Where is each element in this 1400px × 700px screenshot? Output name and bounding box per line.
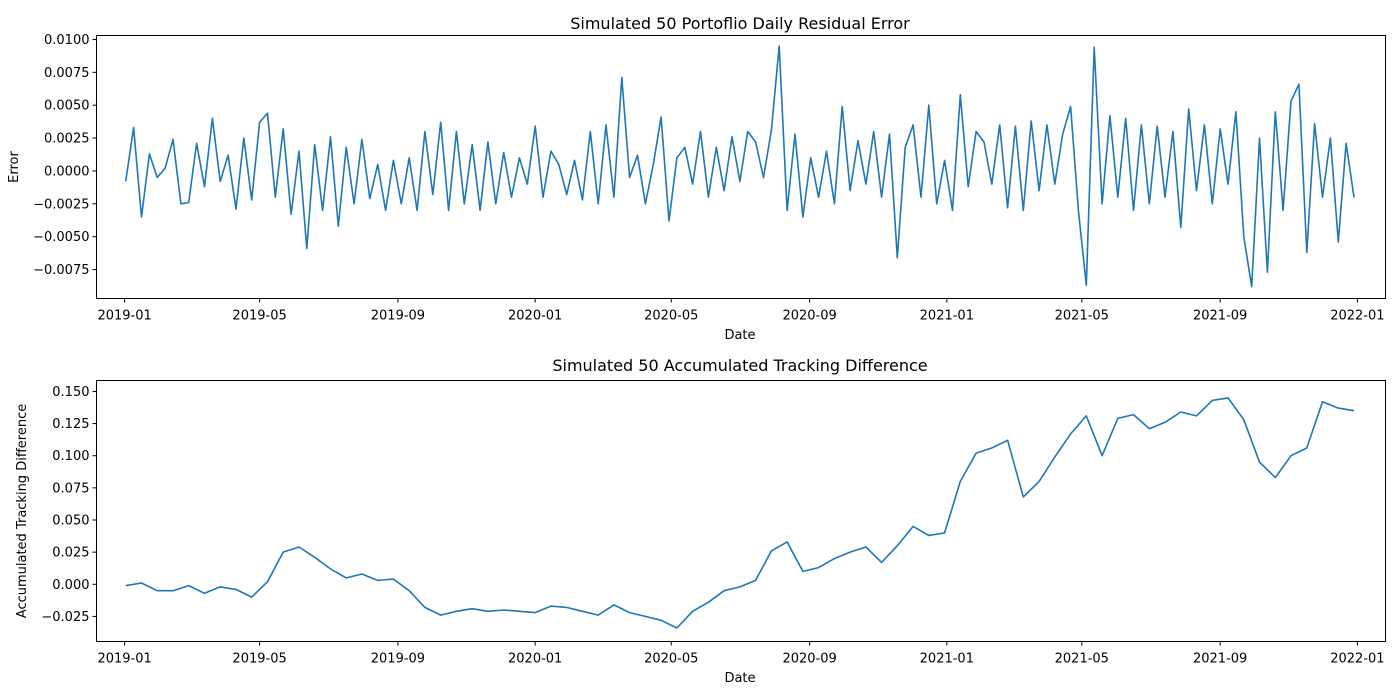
x-axis-label: Date xyxy=(724,671,755,686)
x-tick-label: 2021-09 xyxy=(1193,309,1247,324)
y-tick-label: 0.0025 xyxy=(44,132,90,147)
y-tick-label: −0.0075 xyxy=(33,263,89,278)
y-tick-label: 0.0075 xyxy=(44,66,90,81)
chart-title: Simulated 50 Portoflio Daily Residual Er… xyxy=(570,14,910,33)
x-tick-label: 2019-09 xyxy=(371,652,425,667)
axes-frame xyxy=(96,380,1386,642)
y-tick-label: 0.125 xyxy=(52,417,89,432)
y-tick-label: 0.050 xyxy=(52,514,89,529)
y-tick-label: 0.150 xyxy=(52,385,89,400)
x-tick-label: 2022-01 xyxy=(1330,309,1384,324)
y-tick-label: 0.075 xyxy=(52,481,89,496)
y-tick-label: 0.100 xyxy=(52,449,89,464)
x-tick-label: 2020-09 xyxy=(782,309,836,324)
x-tick-label: 2021-09 xyxy=(1193,652,1247,667)
x-tick-label: 2021-01 xyxy=(920,309,974,324)
x-tick-label: 2021-01 xyxy=(920,652,974,667)
y-axis-label: Accumulated Tracking Difference xyxy=(15,404,30,618)
y-axis-ticks: 0.150 0.125 0.100 0.075 0.050 0.025 0.000 −0.02… xyxy=(41,385,97,625)
x-tick-label: 2019-05 xyxy=(232,309,286,324)
y-tick-label: −0.025 xyxy=(41,610,89,625)
x-tick-label: 2021-05 xyxy=(1055,309,1109,324)
x-tick-label: 2019-01 xyxy=(97,309,151,324)
chart-residual-error: Simulated 50 Portoflio Daily Residual Er… xyxy=(7,14,1386,343)
y-tick-label: 0.025 xyxy=(52,546,89,561)
x-axis-ticks: 2019-01 2019-05 2019-09 2020-01 2020-05 2020-… xyxy=(97,641,1385,667)
x-tick-label: 2020-01 xyxy=(508,652,562,667)
y-axis-label: Error xyxy=(7,151,22,183)
y-tick-label: 0.000 xyxy=(52,578,89,593)
x-tick-label: 2020-01 xyxy=(508,309,562,324)
x-tick-label: 2019-05 xyxy=(232,652,286,667)
y-tick-label: 0.0000 xyxy=(44,164,90,179)
y-tick-label: 0.0100 xyxy=(44,33,90,48)
x-tick-label: 2022-01 xyxy=(1330,652,1384,667)
x-tick-label: 2019-01 xyxy=(97,652,151,667)
chart-accumulated-tracking: Simulated 50 Accumulated Tracking Differ… xyxy=(15,356,1386,686)
x-tick-label: 2021-05 xyxy=(1055,652,1109,667)
x-axis-label: Date xyxy=(724,328,755,343)
y-tick-label: −0.0050 xyxy=(33,230,89,245)
plot-area xyxy=(124,45,1355,288)
plot-area xyxy=(125,397,1355,629)
y-axis-ticks: 0.0100 0.0075 0.0050 0.0025 0.0000 −0.0025 −0.… xyxy=(33,33,97,278)
y-tick-label: 0.0050 xyxy=(44,99,90,114)
axes-frame xyxy=(96,35,1386,299)
x-tick-label: 2020-05 xyxy=(644,652,698,667)
x-tick-label: 2020-05 xyxy=(644,309,698,324)
chart-title: Simulated 50 Accumulated Tracking Differ… xyxy=(552,356,927,375)
x-tick-label: 2019-09 xyxy=(371,309,425,324)
x-axis-ticks: 2019-01 2019-05 2019-09 2020-01 2020-05 2020-… xyxy=(97,298,1385,324)
x-tick-label: 2020-09 xyxy=(782,652,836,667)
series-line xyxy=(124,45,1355,288)
y-tick-label: −0.0025 xyxy=(33,197,89,212)
series-line xyxy=(125,397,1355,629)
